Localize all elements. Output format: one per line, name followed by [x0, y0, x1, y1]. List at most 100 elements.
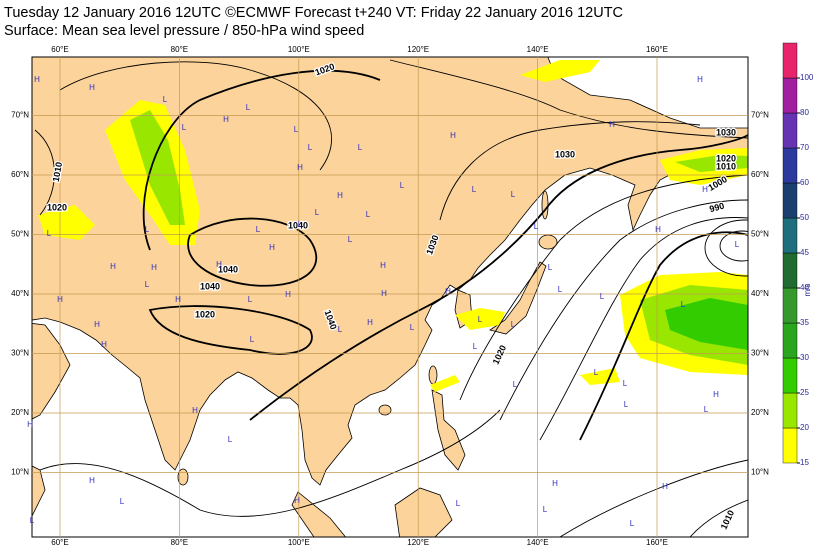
pressure-center: H [192, 406, 198, 415]
taiwan [428, 365, 438, 385]
lon-label: 140°E [527, 45, 549, 54]
isobar-label: 1020 [47, 202, 67, 212]
isobar [148, 305, 313, 355]
pressure-center: H [285, 290, 291, 299]
pressure-center: H [175, 295, 181, 304]
colorbar-segment [782, 392, 798, 429]
pressure-center: H [609, 120, 615, 129]
isobar [719, 230, 748, 262]
pressure-center: H [89, 476, 95, 485]
lat-label: 40°N [751, 289, 769, 298]
colorbar-segment [782, 287, 798, 324]
colorbar-label: 60 [800, 178, 809, 187]
pressure-center: H [101, 340, 107, 349]
lat-label: 20°N [11, 408, 29, 417]
colorbar-label: 25 [800, 388, 809, 397]
isobar [249, 134, 748, 421]
pressure-center: H [445, 287, 451, 296]
wind-area [580, 368, 620, 385]
isobar-label: 1030 [555, 149, 575, 159]
pressure-center: H [57, 295, 63, 304]
pressure-center: L [624, 400, 629, 409]
isobar [689, 499, 748, 537]
colorbar-segment [782, 77, 798, 114]
colorbar-unit: m/s [803, 284, 812, 297]
pressure-center: L [250, 335, 255, 344]
colorbar-label: 80 [800, 108, 809, 117]
isobar [579, 231, 748, 441]
wind-area [665, 298, 748, 350]
isobar [439, 121, 701, 221]
pressure-center: L [511, 320, 516, 329]
philippines [431, 389, 466, 471]
pressure-center: L [472, 185, 477, 194]
lat-label: 10°N [11, 468, 29, 477]
pressure-center: L [548, 263, 553, 272]
pressure-center: L [681, 300, 686, 309]
pressure-center: L [534, 222, 539, 231]
pressure-center: L [246, 103, 251, 112]
hainan [378, 404, 392, 416]
colorbar-segment [782, 217, 798, 254]
lat-label: 20°N [751, 408, 769, 417]
pressure-center: H [381, 289, 387, 298]
pressure-center: H [380, 261, 386, 270]
map-frame [31, 56, 749, 538]
pressure-center: L [473, 342, 478, 351]
pressure-center: H [552, 479, 558, 488]
colorbar-label: 15 [800, 458, 809, 467]
sakhalin [541, 190, 549, 220]
lon-label: 120°E [407, 538, 429, 547]
lat-label: 70°N [11, 111, 29, 120]
colorbar-segment [782, 252, 798, 289]
pressure-center: H [27, 420, 33, 429]
lon-label: 160°E [646, 45, 668, 54]
pressure-center: L [400, 181, 405, 190]
wind-area [130, 110, 185, 225]
isobar-label: 1030 [716, 127, 736, 137]
pressure-center: H [702, 185, 708, 194]
lat-label: 50°N [11, 230, 29, 239]
colorbar-label: 20 [800, 423, 809, 432]
isobar [187, 217, 317, 287]
lon-label: 80°E [171, 45, 188, 54]
pressure-center: H [34, 75, 40, 84]
isobar [559, 459, 748, 537]
colorbar-label: 40 [800, 283, 809, 292]
colorbar-segment [782, 357, 798, 394]
pressure-center: L [182, 123, 187, 132]
isobar [389, 59, 748, 139]
pressure-center: L [630, 519, 635, 528]
isobar-label: 1010 [51, 161, 64, 182]
wind-area [38, 205, 95, 240]
colorbar-label: 35 [800, 318, 809, 327]
pressure-center: H [223, 115, 229, 124]
colorbar-segment [782, 182, 798, 219]
isobar [704, 219, 748, 277]
pressure-center: H [216, 260, 222, 269]
sri-lanka [177, 468, 189, 486]
isobar-label: 1020 [195, 309, 215, 319]
colorbar-segment [782, 427, 798, 464]
borneo [394, 487, 453, 537]
colorbar-label: 70 [800, 143, 809, 152]
isobar [459, 174, 748, 401]
isobar [39, 409, 501, 517]
pressure-center: H [662, 482, 668, 491]
isobar [34, 129, 55, 216]
isobar [59, 61, 332, 171]
lat-label: 30°N [11, 349, 29, 358]
map [31, 56, 749, 538]
lat-label: 60°N [751, 170, 769, 179]
pressure-center: H [337, 191, 343, 200]
pressure-center: L [704, 405, 709, 414]
lat-label: 40°N [11, 289, 29, 298]
colorbar-segment [782, 147, 798, 184]
colorbar-segment [782, 322, 798, 359]
pressure-center: H [110, 262, 116, 271]
title: Tuesday 12 January 2016 12UTC ©ECMWF For… [4, 5, 623, 21]
pressure-center: H [655, 225, 661, 234]
pressure-center: L [543, 505, 548, 514]
pressure-center: L [294, 125, 299, 134]
